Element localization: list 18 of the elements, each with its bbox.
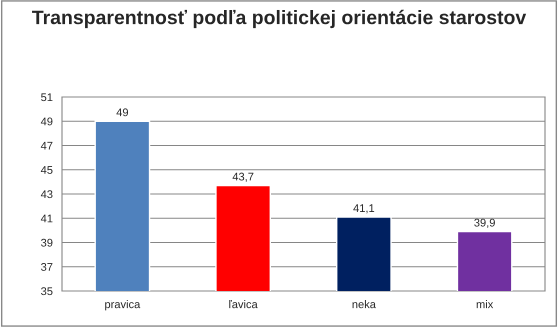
y-tick-label: 41 bbox=[40, 214, 52, 222]
chart-title: Transparentnosť podľa politickej orientácie starostov bbox=[32, 10, 526, 28]
x-tick-label: neka bbox=[352, 300, 376, 308]
y-tick-label: 35 bbox=[41, 287, 53, 296]
y-tick-label: 39 bbox=[41, 238, 52, 247]
x-tick-label: pravica bbox=[105, 300, 140, 310]
y-tick-label: 43 bbox=[40, 190, 52, 198]
x-tick-label: mix bbox=[476, 300, 494, 308]
data-label: 43,7 bbox=[232, 172, 254, 182]
data-label: 49 bbox=[116, 108, 128, 116]
data-label: 41,1 bbox=[353, 204, 374, 214]
y-tick-label: 47 bbox=[40, 142, 52, 150]
y-tick-label: 51 bbox=[41, 93, 52, 102]
data-label: 39,9 bbox=[474, 218, 495, 228]
x-tick-label: ľavica bbox=[229, 300, 258, 308]
y-tick-label: 49 bbox=[40, 118, 52, 126]
y-tick-label: 45 bbox=[40, 166, 53, 174]
y-tick-label: 37 bbox=[41, 263, 52, 271]
